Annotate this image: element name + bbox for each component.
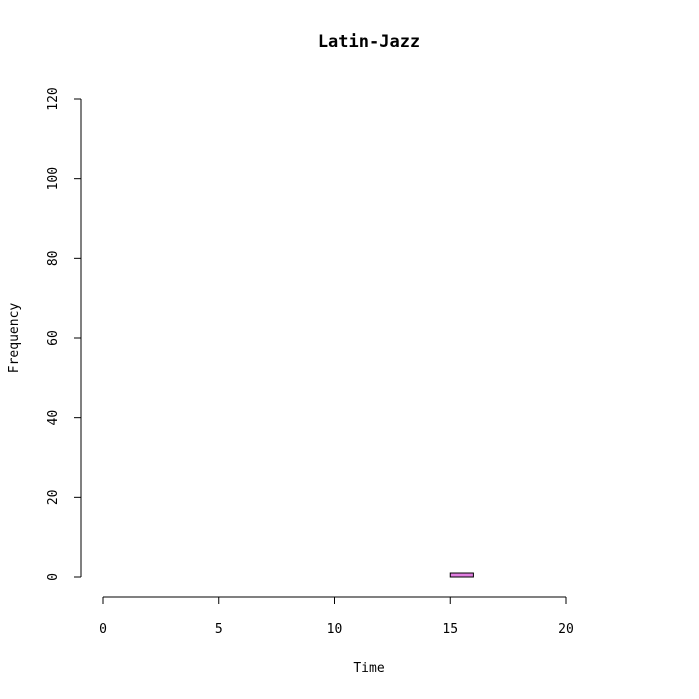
- histogram-bar: [449, 572, 474, 578]
- y-tick-label: 100: [46, 167, 61, 190]
- y-tick-label: 40: [46, 410, 61, 426]
- y-tick-label: 80: [46, 251, 61, 267]
- y-tick-label: 120: [46, 87, 61, 110]
- x-tick-label: 5: [215, 622, 223, 637]
- chart-title: Latin-Jazz: [318, 32, 420, 52]
- x-tick-label: 0: [99, 622, 107, 637]
- x-tick-label: 15: [442, 622, 458, 637]
- x-tick-label: 10: [327, 622, 343, 637]
- y-tick-label: 60: [46, 330, 61, 346]
- x-tick-label: 20: [558, 622, 574, 637]
- y-axis-ticks: 0 20 40 60 80 100 120: [46, 87, 81, 581]
- x-axis-ticks: 0 5 10 15 20: [99, 597, 574, 637]
- y-axis-label: Frequency: [7, 303, 22, 374]
- y-tick-label: 0: [46, 573, 61, 581]
- bars-group: [449, 572, 474, 578]
- y-tick-label: 20: [46, 490, 61, 506]
- x-axis-label: Time: [353, 661, 384, 676]
